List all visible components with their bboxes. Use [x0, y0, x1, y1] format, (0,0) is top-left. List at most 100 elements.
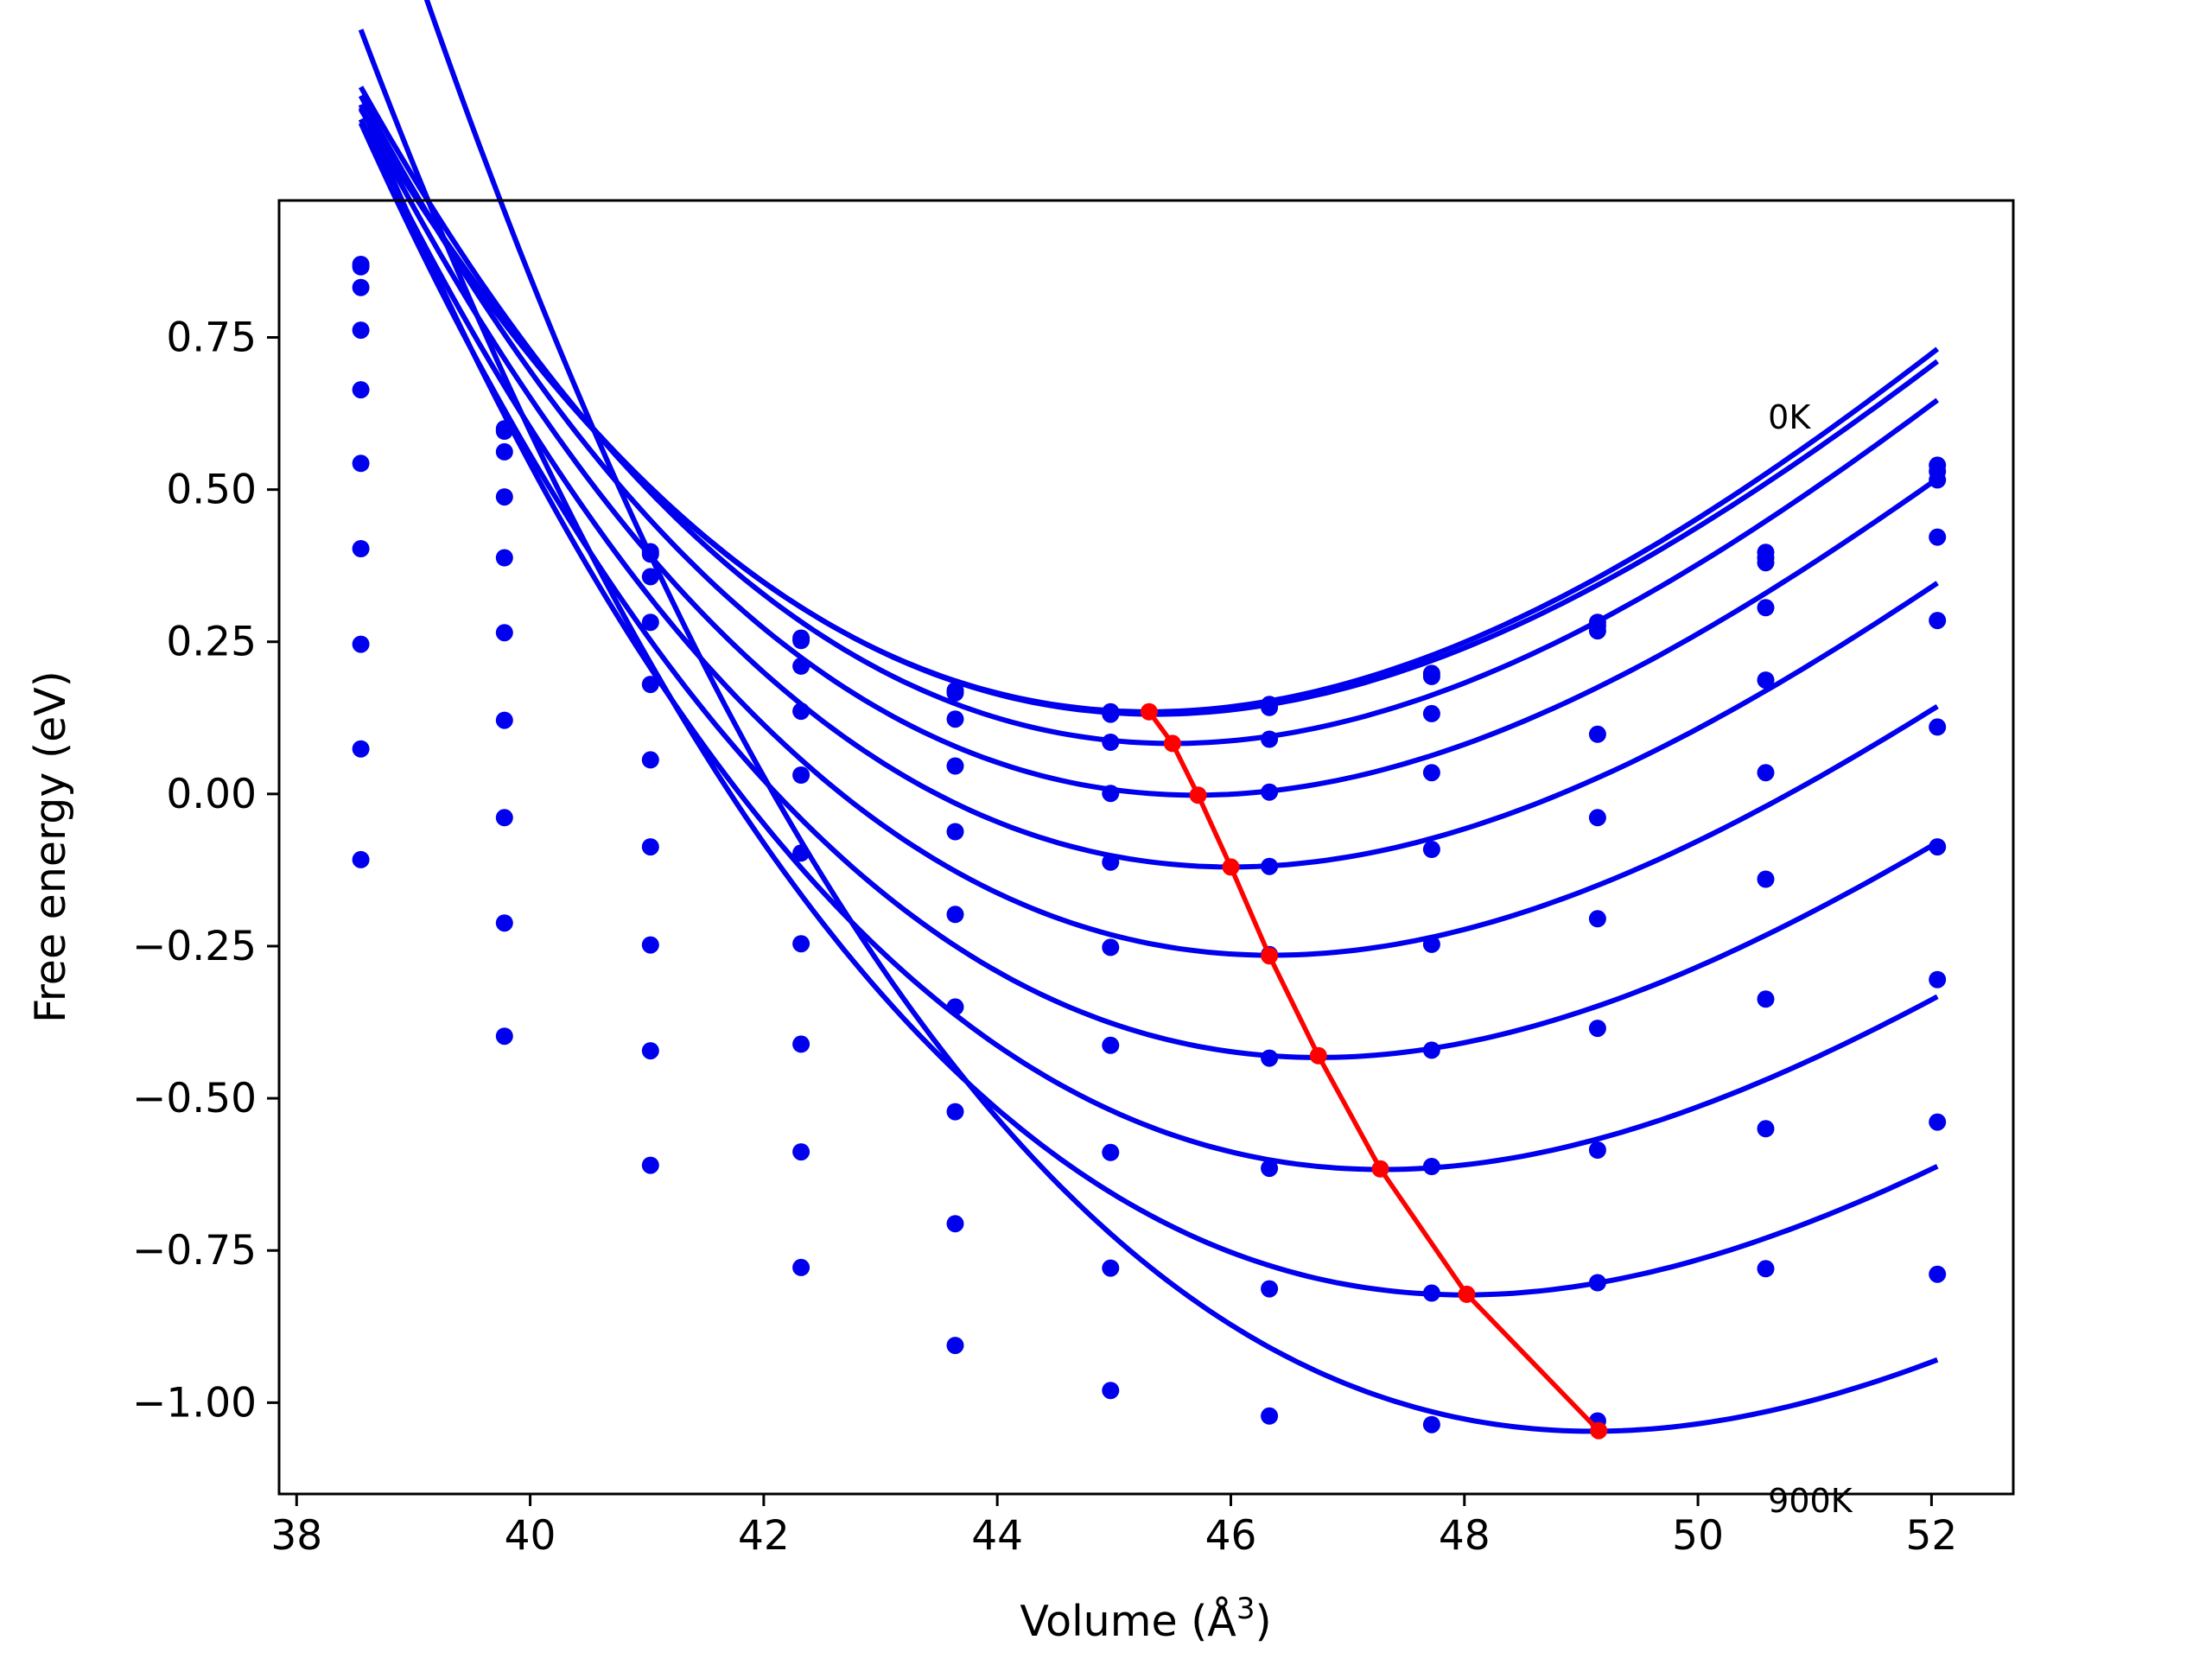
data-point: [352, 740, 370, 758]
fit-curves: [358, 0, 1940, 1434]
data-points: [352, 256, 1947, 1433]
data-point: [495, 914, 513, 932]
data-point: [641, 613, 659, 632]
data-point: [792, 935, 810, 953]
y-tick-label: 0.75: [166, 315, 257, 362]
data-point: [352, 454, 370, 473]
y-tick-label: −0.50: [132, 1075, 257, 1122]
y-tick-label: 0.00: [166, 771, 257, 818]
data-point: [1588, 1020, 1606, 1038]
minimum-point: [1140, 702, 1158, 721]
data-point: [1102, 938, 1120, 957]
y-tick-label: −1.00: [132, 1379, 257, 1427]
plot-frame: [277, 199, 2015, 1496]
data-point: [352, 321, 370, 340]
data-point: [792, 702, 810, 721]
data-point: [352, 850, 370, 868]
data-point: [1102, 734, 1120, 751]
x-tick-label: 52: [1905, 1512, 1957, 1560]
data-point: [1422, 1041, 1440, 1059]
x-tick-label: 46: [1205, 1512, 1257, 1560]
data-point: [1929, 528, 1947, 546]
data-point: [792, 657, 810, 675]
annotation-label: 900K: [1768, 1482, 1853, 1520]
data-point: [1757, 990, 1775, 1008]
data-point: [946, 998, 964, 1016]
data-point: [1929, 612, 1947, 630]
minimum-point: [1222, 858, 1240, 876]
data-point: [792, 1258, 810, 1276]
data-point: [1422, 841, 1440, 858]
data-point: [946, 683, 964, 702]
data-point: [352, 278, 370, 296]
data-point: [641, 676, 659, 694]
data-point: [1422, 1284, 1440, 1302]
y-tick-label: 0.50: [166, 467, 257, 514]
data-point: [1261, 1407, 1279, 1425]
data-point: [946, 757, 964, 775]
data-point: [352, 257, 370, 276]
minimum-point: [1163, 734, 1181, 753]
data-point: [495, 624, 513, 642]
data-point: [946, 710, 964, 728]
data-point: [1757, 599, 1775, 617]
minimum-point: [1590, 1421, 1608, 1440]
data-point: [641, 1156, 659, 1174]
fit-curve-3: [358, 86, 1939, 747]
data-point: [352, 540, 370, 557]
data-point: [1261, 1049, 1279, 1067]
data-point: [1757, 554, 1775, 572]
y-tick-label: −0.75: [132, 1227, 257, 1274]
data-point: [1102, 1036, 1120, 1054]
data-point: [1102, 785, 1120, 803]
data-point: [1757, 764, 1775, 782]
x-tick-label: 40: [505, 1512, 556, 1560]
data-point: [1102, 853, 1120, 871]
data-point: [1422, 764, 1440, 782]
fit-curve-9: [358, 29, 1939, 1298]
data-point: [1261, 698, 1279, 716]
fit-curve-4: [358, 94, 1939, 798]
data-point: [1422, 935, 1440, 953]
data-point: [1261, 1160, 1279, 1178]
data-point: [1261, 857, 1279, 875]
x-tick-label: 38: [270, 1512, 322, 1560]
data-point: [1588, 910, 1606, 928]
x-axis: 38 40 42 44 46 48 50 52: [270, 1494, 1957, 1560]
fit-curve-6: [358, 118, 1939, 958]
data-point: [792, 844, 810, 862]
data-point: [946, 1215, 964, 1233]
data-point: [792, 632, 810, 650]
data-point: [1422, 1158, 1440, 1175]
minimum-point: [1261, 947, 1279, 965]
data-point: [495, 423, 513, 440]
fit-curve-5: [358, 106, 1939, 870]
data-point: [1588, 622, 1606, 640]
data-point: [1929, 718, 1947, 736]
data-point: [1261, 783, 1279, 801]
data-point: [495, 442, 513, 461]
x-tick-label: 50: [1672, 1512, 1724, 1560]
data-point: [641, 751, 659, 769]
data-point: [1757, 870, 1775, 888]
data-point: [1102, 705, 1120, 723]
x-axis-label-main: Volume (Å: [1020, 1595, 1236, 1646]
data-point: [1929, 1265, 1947, 1283]
data-point: [641, 1042, 659, 1060]
data-point: [792, 1143, 810, 1161]
data-point: [1422, 1415, 1440, 1433]
data-point: [352, 381, 370, 399]
minimum-energy-line: [1140, 702, 1608, 1440]
data-point: [1757, 671, 1775, 690]
x-tick-label: 42: [738, 1512, 790, 1560]
data-point: [1102, 1382, 1120, 1400]
data-point: [1757, 1120, 1775, 1138]
x-tick-label: 44: [971, 1512, 1023, 1560]
data-point: [1929, 970, 1947, 988]
y-axis: 0.75 0.50 0.25 0.00 −0.25 −0.50 −0.75 −1.00: [132, 315, 279, 1427]
data-point: [1102, 1143, 1120, 1161]
y-tick-label: −0.25: [132, 923, 257, 970]
data-point: [1929, 838, 1947, 856]
